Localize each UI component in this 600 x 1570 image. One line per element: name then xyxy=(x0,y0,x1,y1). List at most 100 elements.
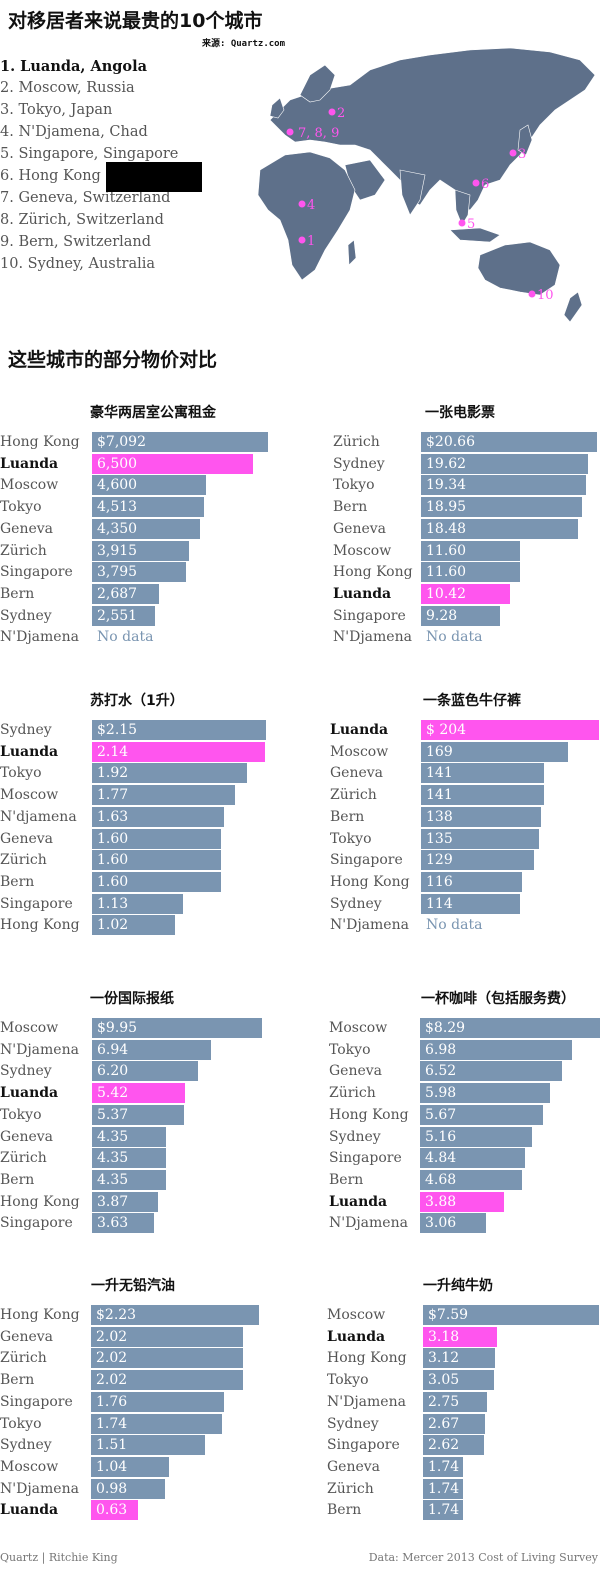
chart-row: Tokyo 135 xyxy=(330,828,599,851)
chart-row: Luanda 3.18 xyxy=(327,1326,599,1349)
bar xyxy=(421,562,520,583)
top-city-item: 4. N'Djamena, Chad xyxy=(0,124,148,140)
city-marker-label: 1 xyxy=(307,234,315,249)
category-label: Geneva xyxy=(0,520,54,537)
bar xyxy=(92,453,254,474)
chart-row: Geneva 141 xyxy=(330,763,599,785)
bar xyxy=(423,1478,464,1499)
top-city-item: 7. Geneva, Switzerland xyxy=(0,190,171,206)
category-label: Luanda xyxy=(0,1085,59,1102)
bar-chart: 豪华两居室公寓租金 Hong Kong $7,092 Luanda 6,500 Mosco… xyxy=(0,402,272,652)
category-label: N'djamena xyxy=(0,808,77,825)
bar xyxy=(421,763,545,784)
bar xyxy=(92,1148,167,1169)
chart-row: Sydney 5.16 xyxy=(329,1126,600,1149)
bar xyxy=(423,1348,496,1369)
value-label: 0.98 xyxy=(96,1480,128,1497)
category-label: Bern xyxy=(330,808,365,825)
chart-row: Luanda $ 204 xyxy=(330,720,599,742)
bar xyxy=(420,1213,487,1234)
chart-row: Geneva 6.52 xyxy=(329,1061,600,1083)
bar xyxy=(421,741,569,762)
category-label: Bern xyxy=(0,873,35,890)
city-marker-label: 4 xyxy=(307,198,315,213)
chart-row: Luanda 5.42 xyxy=(0,1083,262,1105)
category-label: Moscow xyxy=(329,1020,388,1036)
bar xyxy=(92,741,266,762)
no-data-label: No data xyxy=(426,917,483,934)
value-label: 1.63 xyxy=(97,808,129,825)
city-marker-label: 2 xyxy=(337,106,345,121)
category-label: Moscow xyxy=(327,1307,386,1323)
category-label: Zürich xyxy=(333,434,380,450)
value-label: $7.59 xyxy=(428,1307,469,1323)
category-label: Hong Kong xyxy=(327,1350,407,1367)
city-marker xyxy=(509,149,517,157)
chart-row: Tokyo 1.74 xyxy=(0,1413,259,1436)
category-label: Singapore xyxy=(0,895,73,912)
chart-row: Luanda 3.88 xyxy=(329,1191,600,1214)
bar xyxy=(91,1413,223,1434)
chart-row: Moscow 4,600 xyxy=(0,475,268,497)
bar xyxy=(423,1305,599,1325)
category-label: Moscow xyxy=(0,477,59,494)
category-label: Geneva xyxy=(333,520,387,537)
chart-row: Sydney 2.67 xyxy=(327,1413,599,1436)
chart-row: Singapore 1.13 xyxy=(0,893,266,916)
category-label: Zürich xyxy=(0,1350,47,1367)
value-label: 4.35 xyxy=(97,1128,129,1145)
chart-row: N'Djamena 0.98 xyxy=(0,1478,259,1501)
category-label: Hong Kong xyxy=(330,873,410,890)
value-label: 2.62 xyxy=(428,1437,460,1454)
chart-row: Geneva 1.60 xyxy=(0,828,266,851)
category-label: Sydney xyxy=(329,1128,381,1145)
bar xyxy=(92,1061,198,1082)
bar xyxy=(92,562,187,583)
value-label: 1.60 xyxy=(97,830,129,847)
top-city-item: 5. Singapore, Singapore xyxy=(0,146,179,162)
value-label: 9.28 xyxy=(426,607,458,624)
value-label: 2.02 xyxy=(96,1372,128,1389)
value-label: $2.23 xyxy=(96,1307,137,1323)
bar xyxy=(421,871,523,892)
chart-row: Zürich 4.35 xyxy=(0,1148,262,1170)
bar xyxy=(92,828,222,849)
chart-row: Moscow $9.95 xyxy=(0,1018,262,1040)
bar xyxy=(92,1169,167,1190)
city-marker-label: 10 xyxy=(537,288,554,303)
category-label: Moscow xyxy=(0,787,59,804)
category-label: Moscow xyxy=(0,1458,59,1475)
value-label: 1.74 xyxy=(428,1480,460,1497)
category-label: Luanda xyxy=(327,1328,386,1345)
category-label: Singapore xyxy=(333,607,406,624)
category-label: Zürich xyxy=(327,1480,374,1497)
category-label: N'Djamena xyxy=(0,1480,79,1497)
category-label: Moscow xyxy=(330,743,389,760)
category-label: Tokyo xyxy=(327,1372,369,1389)
chart-row: Singapore 3,795 xyxy=(0,562,268,584)
value-label: 6.98 xyxy=(425,1041,457,1058)
category-label: Bern xyxy=(0,1372,35,1389)
bar xyxy=(421,605,501,626)
category-label: Sydney xyxy=(327,1415,379,1432)
chart-row: N'Djamena No data xyxy=(0,627,268,649)
chart-row: Tokyo 4,513 xyxy=(0,497,268,519)
value-label: 1.60 xyxy=(97,873,129,890)
value-label: $20.66 xyxy=(426,434,475,450)
chart-row: Moscow 169 xyxy=(330,741,599,764)
chart-row: Zürich 5.98 xyxy=(329,1083,600,1105)
chart-row: N'Djamena No data xyxy=(333,627,597,649)
category-label: Moscow xyxy=(333,542,392,559)
footer-data-source: Data: Mercer 2013 Cost of Living Survey xyxy=(368,1551,598,1564)
category-label: Moscow xyxy=(0,1020,59,1036)
chart-row: Luanda 0.63 xyxy=(0,1500,259,1522)
top-city-item: 9. Bern, Switzerland xyxy=(0,234,152,250)
chart-row: Bern 138 xyxy=(330,806,599,829)
category-label: Tokyo xyxy=(0,1106,42,1123)
bar xyxy=(91,1305,259,1325)
value-label: 116 xyxy=(426,873,453,890)
chart-row: Singapore 4.84 xyxy=(329,1148,600,1170)
value-label: 5.67 xyxy=(425,1106,457,1123)
bar xyxy=(92,785,236,806)
chart-row: N'Djamena 2.75 xyxy=(327,1391,599,1414)
